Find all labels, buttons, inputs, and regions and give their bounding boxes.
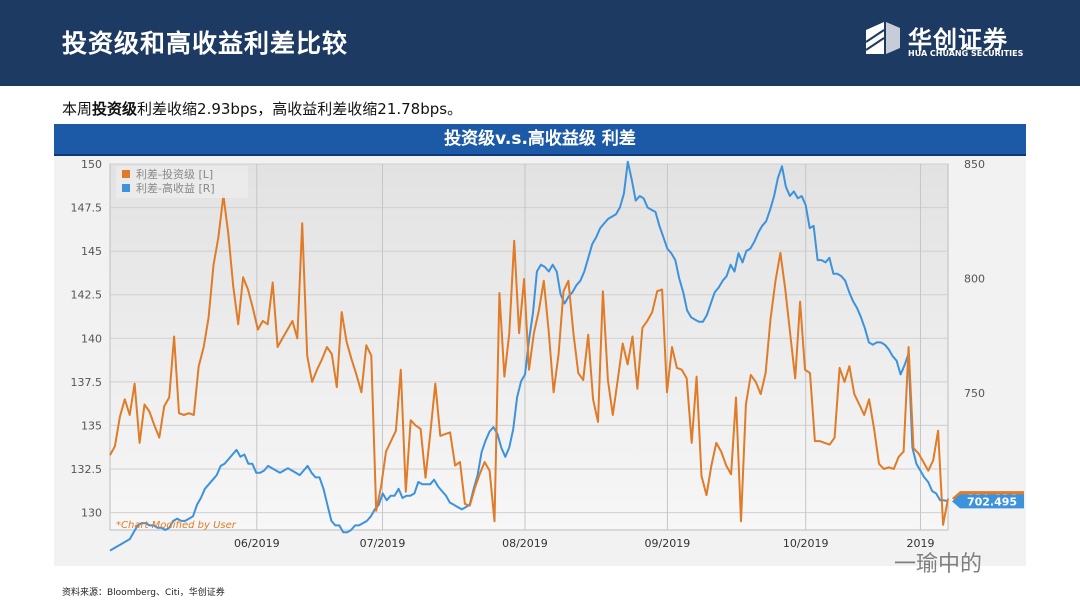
x-tick-label: 07/2019	[360, 537, 406, 550]
left-tick-label: 147.5	[71, 202, 103, 215]
left-tick-label: 135	[81, 419, 102, 432]
legend-swatch	[122, 184, 130, 192]
x-tick-label: 09/2019	[645, 537, 691, 550]
left-tick-label: 142.5	[71, 289, 103, 302]
summary-highlight: 投资级	[92, 100, 138, 118]
x-tick-label: 06/2019	[234, 537, 280, 550]
chart-annotation: *Chart Modified by User	[116, 520, 237, 531]
logo-icon	[865, 22, 900, 54]
spread-line-chart: 150 147.5 145 142.5 140 137.5 135 132.5 130 850 8…	[54, 156, 1026, 566]
last-value-label: 702.495	[967, 495, 1017, 508]
watermark: 一瑜中的	[894, 552, 983, 577]
last-value-tag	[952, 494, 1024, 509]
left-tick-label: 150	[81, 158, 102, 171]
header-bar: 投资级和高收益利差比较 华创证券 HUA CHUANG SECURITIES	[0, 0, 1080, 86]
legend-box	[116, 166, 248, 198]
high-yield-series-line	[109, 160, 949, 552]
left-tick-label: 137.5	[71, 376, 103, 389]
right-tick-label: 850	[964, 158, 985, 171]
legend-swatch	[122, 170, 130, 178]
summary-pre: 本周	[62, 100, 93, 118]
x-tick-label: 10/2019	[783, 537, 829, 550]
chart-title: 投资级v.s.高收益级 利差	[444, 129, 636, 149]
right-tick-label: 750	[964, 387, 985, 400]
left-tick-label: 145	[81, 245, 102, 258]
chart-title-banner: 投资级v.s.高收益级 利差	[54, 124, 1026, 156]
chart-area: 150 147.5 145 142.5 140 137.5 135 132.5 130 850 8…	[54, 156, 1026, 566]
left-tick-label: 130	[81, 507, 102, 520]
x-tick-label: 2019	[906, 537, 934, 550]
left-tick-label: 140	[81, 332, 102, 345]
source-note: 资料来源：Bloomberg、Citi，华创证券	[62, 588, 225, 598]
brand-logo: 华创证券 HUA CHUANG SECURITIES	[862, 18, 1032, 64]
right-tick-label: 800	[964, 272, 985, 285]
x-tick-label: 08/2019	[502, 537, 548, 550]
summary-rest: 利差收缩2.93bps，高收益利差收缩21.78bps。	[137, 100, 463, 118]
investment-grade-series-line	[109, 194, 949, 526]
legend-label: 利差-高收益 [R]	[136, 181, 215, 195]
logo-text-cn: 华创证券	[908, 26, 1008, 54]
left-tick-label: 132.5	[71, 463, 103, 476]
legend-label: 利差-投资级 [L]	[136, 167, 213, 181]
logo-text-en: HUA CHUANG SECURITIES	[908, 49, 1024, 58]
page-title: 投资级和高收益利差比较	[62, 29, 349, 58]
summary-text: 本周投资级利差收缩2.93bps，高收益利差收缩21.78bps。	[62, 98, 462, 119]
